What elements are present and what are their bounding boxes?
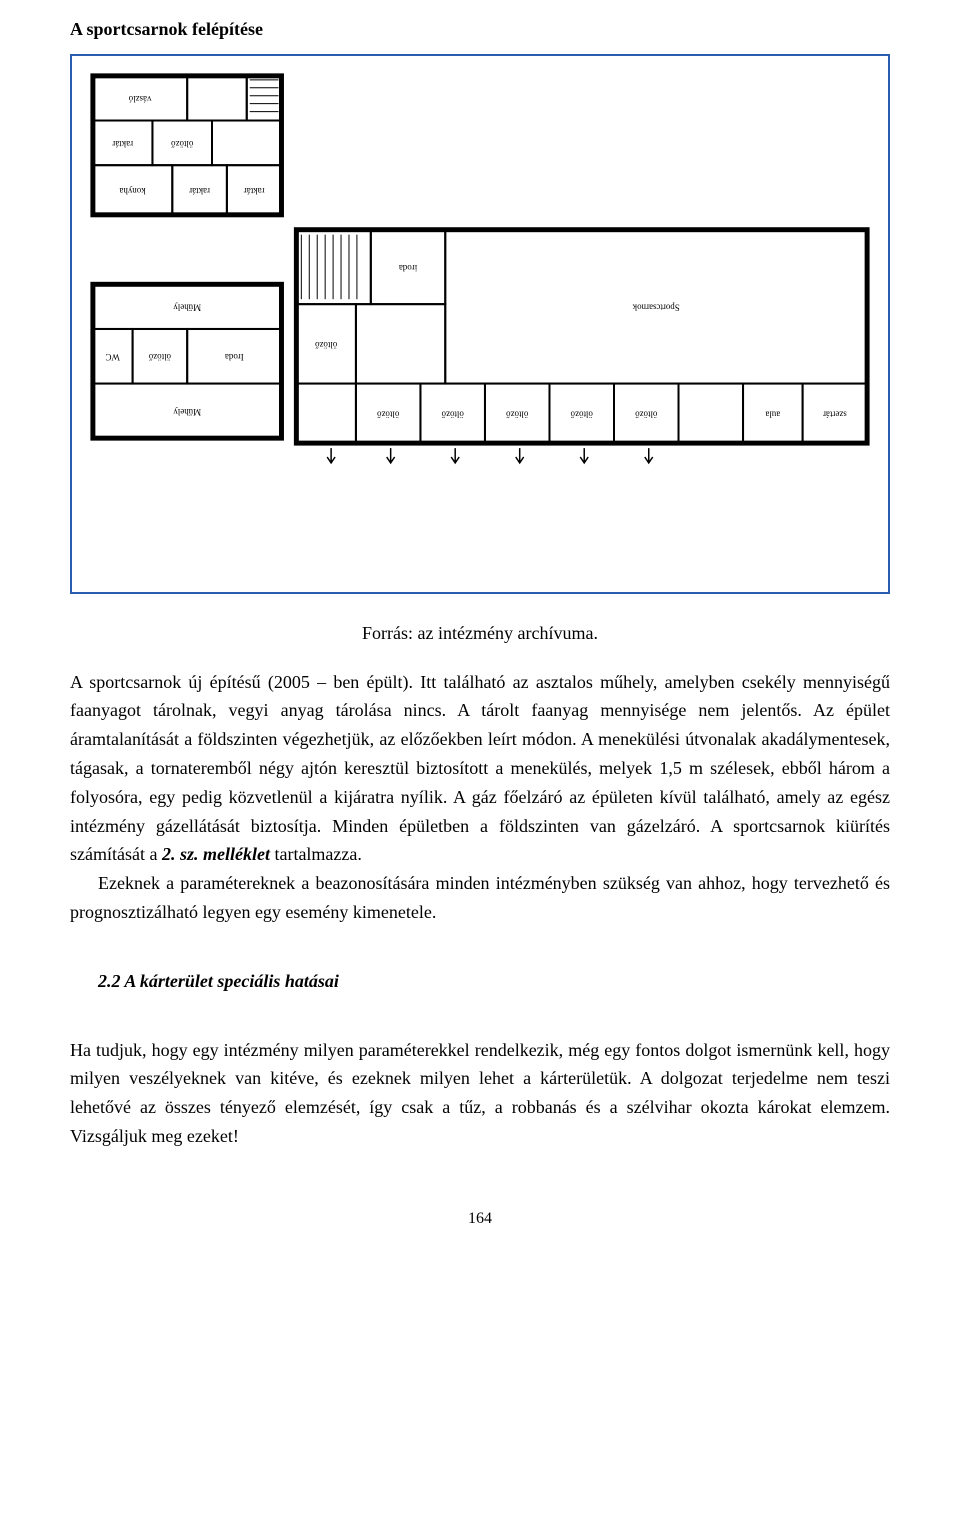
svg-text:öltöző: öltöző bbox=[314, 340, 337, 350]
svg-text:vászló: vászló bbox=[128, 94, 151, 104]
svg-text:WC: WC bbox=[106, 352, 120, 362]
floorplan-svg: vászló raktár öltöző konyha raktár raktár Műhe… bbox=[72, 56, 888, 592]
body-text: A sportcsarnok új építésű (2005 – ben ép… bbox=[70, 668, 890, 927]
paragraph-2: Ezeknek a paramétereknek a beazonosításá… bbox=[70, 869, 890, 927]
svg-text:Műhely: Műhely bbox=[173, 302, 201, 312]
svg-text:öltöző: öltöző bbox=[635, 409, 658, 419]
svg-text:raktár: raktár bbox=[112, 139, 133, 149]
p1-post: tartalmazza. bbox=[270, 844, 362, 864]
p1-pre: A sportcsarnok új építésű (2005 – ben ép… bbox=[70, 672, 890, 865]
svg-text:konyha: konyha bbox=[119, 186, 145, 196]
document-title: A sportcsarnok felépítése bbox=[70, 15, 890, 44]
svg-text:öltöző: öltöző bbox=[506, 409, 529, 419]
svg-text:Műhely: Műhely bbox=[173, 407, 201, 417]
svg-text:aula: aula bbox=[765, 409, 780, 419]
svg-text:öltöző: öltöző bbox=[171, 139, 194, 149]
section-heading: 2.2 A kárterület speciális hatásai bbox=[98, 967, 890, 996]
svg-text:öltöző: öltöző bbox=[441, 409, 464, 419]
paragraph-3: Ha tudjuk, hogy egy intézmény milyen par… bbox=[70, 1036, 890, 1151]
svg-text:öltöző: öltöző bbox=[570, 409, 593, 419]
page-number: 164 bbox=[70, 1206, 890, 1232]
body-text-2: Ha tudjuk, hogy egy intézmény milyen par… bbox=[70, 1036, 890, 1151]
svg-text:szertár: szertár bbox=[823, 409, 847, 419]
svg-text:raktár: raktár bbox=[189, 186, 210, 196]
svg-text:raktár: raktár bbox=[244, 186, 265, 196]
paragraph-1: A sportcsarnok új építésű (2005 – ben ép… bbox=[70, 668, 890, 870]
p1-italic: 2. sz. melléklet bbox=[162, 844, 270, 864]
floorplan-figure: vászló raktár öltöző konyha raktár raktár Műhe… bbox=[70, 54, 890, 594]
figure-caption: Forrás: az intézmény archívuma. bbox=[70, 619, 890, 648]
svg-text:öltöző: öltöző bbox=[148, 352, 171, 362]
svg-text:öltöző: öltöző bbox=[377, 409, 400, 419]
svg-text:Iroda: Iroda bbox=[225, 352, 244, 362]
svg-text:iroda: iroda bbox=[399, 263, 417, 273]
svg-text:Sportcsarnok: Sportcsarnok bbox=[632, 302, 680, 312]
